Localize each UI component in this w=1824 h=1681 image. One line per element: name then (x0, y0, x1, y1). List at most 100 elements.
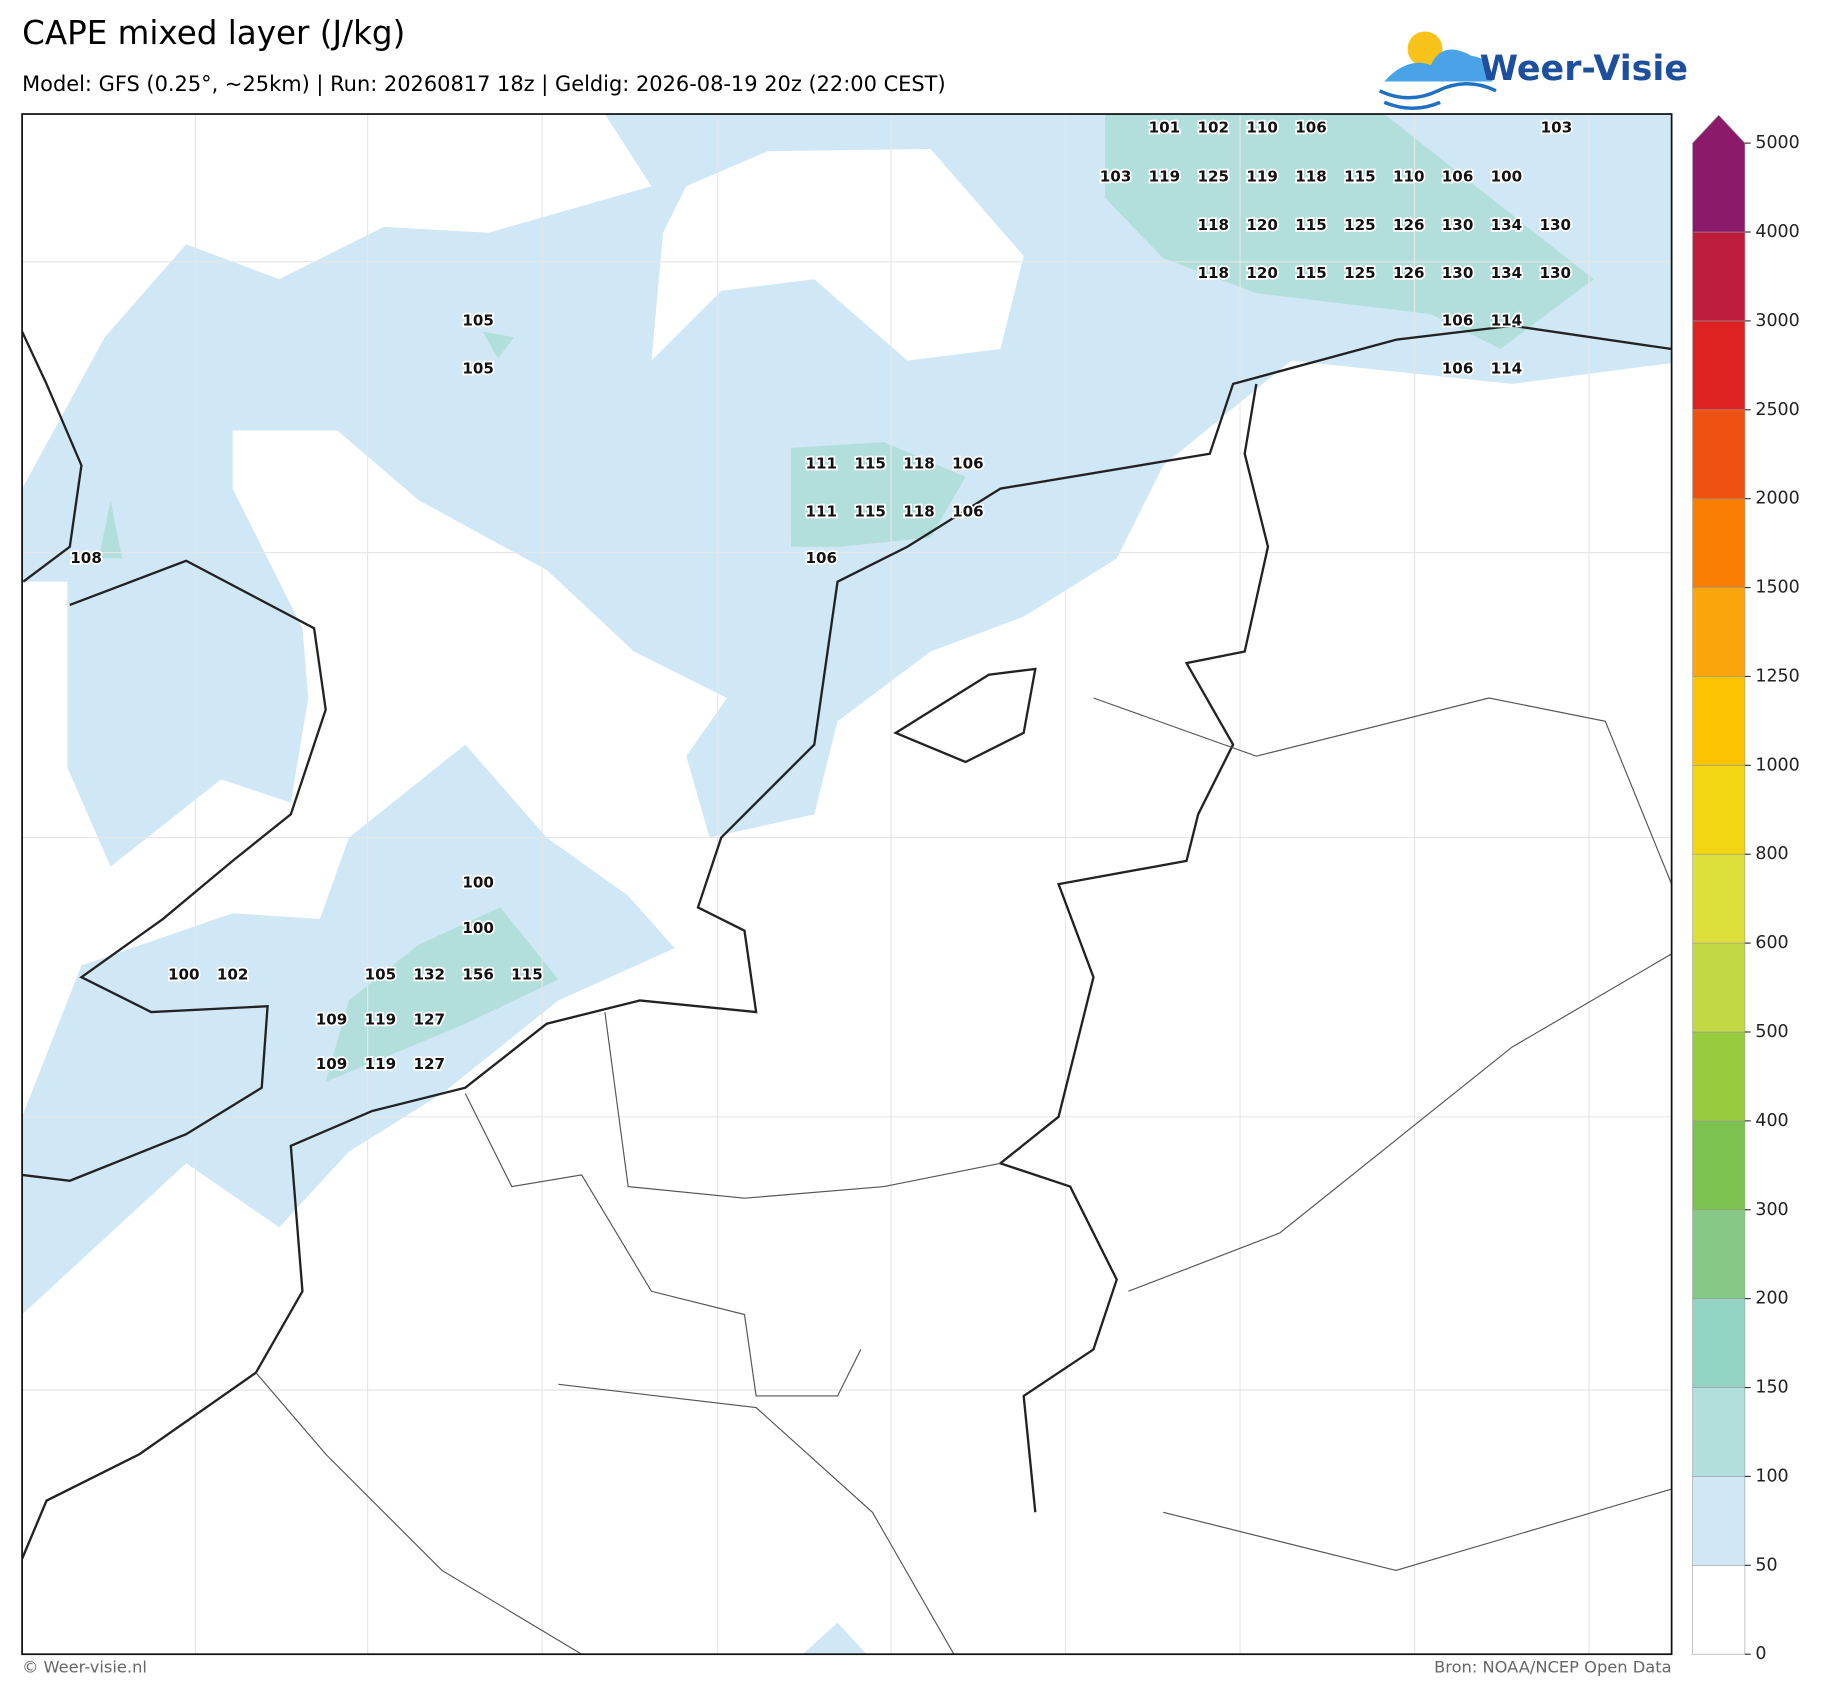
value-label: 115 (511, 965, 543, 983)
colorbar-tick-label: 2500 (1755, 400, 1799, 420)
value-label: 110 (1393, 167, 1425, 185)
footer-right: Bron: NOAA/NCEP Open Data (1434, 1658, 1672, 1677)
value-label: 106 (1295, 119, 1327, 137)
value-label: 118 (1295, 167, 1327, 185)
value-label: 108 (70, 549, 102, 567)
value-label: 118 (1198, 264, 1230, 282)
colorbar-segment (1692, 498, 1746, 588)
value-label: 127 (413, 1055, 445, 1073)
value-label: 115 (854, 455, 886, 473)
value-label: 115 (1295, 264, 1327, 282)
value-label: 130 (1540, 264, 1572, 282)
value-label: 127 (413, 1011, 445, 1029)
value-label: 100 (462, 873, 494, 891)
map-frame (21, 113, 1673, 1656)
value-label: 106 (1442, 312, 1474, 330)
colorbar-segment (1692, 1565, 1746, 1655)
colorbar-segment (1692, 409, 1746, 499)
colorbar-tick-label: 150 (1755, 1378, 1788, 1398)
value-label: 106 (1442, 359, 1474, 377)
colorbar: 0 50 100 150 200 300 400 500 600 800 1000 1250 1500 2… (1692, 114, 1800, 1664)
logo-text: Weer-Visie (1480, 49, 1688, 89)
colorbar-tick-label: 300 (1755, 1200, 1788, 1220)
colorbar-tick-label: 3000 (1755, 311, 1799, 331)
value-label: 100 (462, 919, 494, 937)
value-label: 118 (1198, 216, 1230, 234)
value-label: 106 (952, 502, 984, 520)
colorbar-tick-label: 1250 (1755, 666, 1799, 686)
value-label: 100 (168, 965, 200, 983)
value-label: 114 (1491, 312, 1523, 330)
colorbar-tick-label: 0 (1755, 1644, 1766, 1664)
colorbar-segment (1692, 1387, 1746, 1477)
value-label: 109 (316, 1055, 348, 1073)
value-label: 126 (1393, 264, 1425, 282)
colorbar-tick-label: 600 (1755, 933, 1788, 953)
colorbar-tick-label: 5000 (1755, 133, 1799, 153)
value-label: 120 (1246, 216, 1278, 234)
value-label: 125 (1198, 167, 1230, 185)
value-label: 106 (805, 549, 837, 567)
value-label: 111 (805, 455, 837, 473)
value-label: 119 (365, 1011, 397, 1029)
value-label: 105 (365, 965, 397, 983)
value-label: 119 (1149, 167, 1181, 185)
colorbar-tick-label: 500 (1755, 1022, 1788, 1042)
value-label: 134 (1491, 216, 1523, 234)
value-label: 130 (1442, 216, 1474, 234)
value-label: 114 (1491, 359, 1523, 377)
colorbar-tick-label: 1500 (1755, 578, 1799, 598)
value-label: 103 (1541, 119, 1573, 137)
value-label: 130 (1442, 264, 1474, 282)
colorbar-segment (1692, 765, 1746, 855)
value-label: 120 (1246, 264, 1278, 282)
value-label: 130 (1540, 216, 1572, 234)
value-label: 102 (1198, 119, 1230, 137)
colorbar-tick-label: 1000 (1755, 755, 1799, 775)
value-label: 102 (217, 965, 249, 983)
colorbar-segment (1692, 1120, 1746, 1211)
value-label: 105 (462, 359, 494, 377)
value-label: 119 (365, 1055, 397, 1073)
value-label: 109 (316, 1011, 348, 1029)
value-label: 118 (903, 502, 935, 520)
value-label: 115 (1344, 167, 1376, 185)
colorbar-tick-label: 400 (1755, 1111, 1788, 1131)
colorbar-segment (1692, 942, 1746, 1033)
colorbar-segment (1692, 1209, 1746, 1299)
colorbar-segment (1692, 853, 1746, 944)
map: 101 102 110 106 103 103 119 125 119 118 115 110 106 1… (22, 114, 1672, 1655)
colorbar-segment (1692, 1298, 1746, 1388)
value-label: 119 (1246, 167, 1278, 185)
logo: Weer-Visie (1378, 31, 1688, 110)
value-label: 134 (1491, 264, 1523, 282)
value-label: 105 (462, 312, 494, 330)
colorbar-segment (1692, 320, 1746, 411)
colorbar-tick-label: 800 (1755, 844, 1788, 864)
colorbar-segment (1692, 231, 1746, 322)
colorbar-tick-label: 100 (1755, 1466, 1788, 1486)
value-label: 106 (952, 455, 984, 473)
colorbar-segment (1692, 587, 1746, 677)
colorbar-tick-label: 200 (1755, 1289, 1788, 1309)
colorbar-segment (1692, 114, 1746, 233)
colorbar-segment (1692, 676, 1746, 766)
colorbar-segment (1692, 1031, 1746, 1122)
value-label: 125 (1344, 216, 1376, 234)
colorbar-tick-label: 2000 (1755, 489, 1799, 509)
value-label: 101 (1149, 119, 1181, 137)
title: CAPE mixed layer (J/kg) (22, 14, 405, 52)
value-label: 111 (805, 502, 837, 520)
value-label: 115 (854, 502, 886, 520)
value-label: 115 (1295, 216, 1327, 234)
value-label: 132 (413, 965, 445, 983)
value-label: 106 (1442, 167, 1474, 185)
subtitle: Model: GFS (0.25°, ~25km) | Run: 2026081… (22, 72, 946, 97)
value-label: 156 (462, 965, 494, 983)
value-label: 126 (1393, 216, 1425, 234)
footer-left: © Weer-visie.nl (22, 1658, 147, 1677)
value-label: 110 (1246, 119, 1278, 137)
value-label: 103 (1100, 167, 1132, 185)
colorbar-tick-label: 50 (1755, 1555, 1777, 1575)
